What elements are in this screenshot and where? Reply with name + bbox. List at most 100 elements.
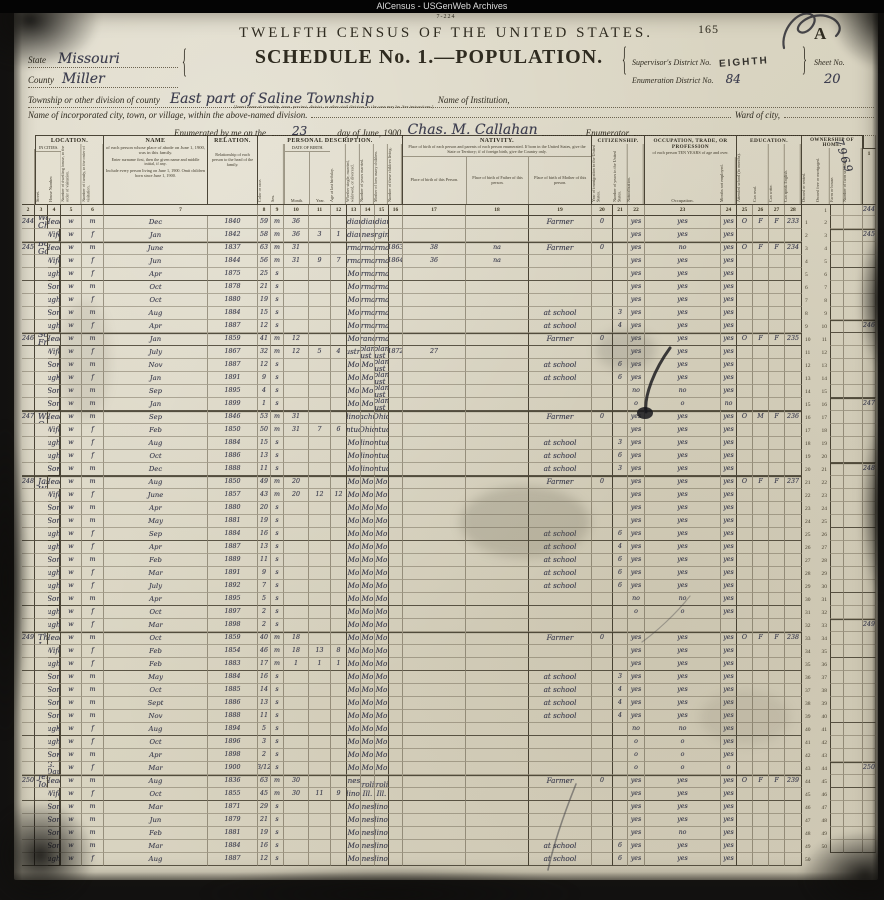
r13-english: yes <box>721 372 737 385</box>
r2-natz <box>466 229 529 242</box>
line-number-right-9: 9 <box>805 323 808 330</box>
r7-natz <box>466 294 529 307</box>
r10-sex: m <box>82 333 104 346</box>
r37-pob_father: Mo <box>361 684 375 697</box>
r25-english: yes <box>721 528 737 541</box>
r23-relation: Son <box>48 502 61 515</box>
r49-age: 16 <box>258 840 271 853</box>
r33-age: 40 <box>258 632 271 645</box>
r25-pob_mother: Mo <box>375 528 389 541</box>
r15-relation: Son <box>48 398 61 411</box>
r36-dwelling <box>863 658 876 671</box>
r45-month: Oct <box>104 788 208 801</box>
sheet-line: Sheet No. 20 <box>814 52 845 88</box>
r1-imm <box>389 216 403 229</box>
r31-farm_house <box>769 606 785 619</box>
r19-mortgage <box>753 450 769 463</box>
r18-house <box>844 424 863 437</box>
r33-children_living <box>331 632 347 645</box>
r10-pob_father: France <box>361 333 375 346</box>
line-number-left-23: 23 <box>821 492 828 499</box>
r20-relation: Son <box>48 463 61 476</box>
r10-relation: Head <box>48 333 61 346</box>
r28-pob_father: Mo <box>361 567 375 580</box>
r30-write: no <box>645 593 721 606</box>
r18-occupation: at school <box>529 437 592 450</box>
r45-yrs_us <box>403 788 466 801</box>
enumerated-mid: day of June, 1900, <box>337 128 404 138</box>
r11-pob_father: Poland Aust <box>361 346 375 359</box>
r1-pob_father: Indiana <box>361 216 375 229</box>
r39-dwelling <box>863 697 876 710</box>
r42-house <box>844 736 863 749</box>
r31-house <box>844 593 863 606</box>
col-mother-of: Mother of how many children. <box>374 144 389 204</box>
r35-english: yes <box>721 658 737 671</box>
r15-school <box>613 398 628 411</box>
r5-house <box>844 255 863 268</box>
line-number-right-7: 7 <box>805 297 808 304</box>
col-number-month: 7 <box>104 205 258 216</box>
r32-relation: Daughter <box>48 619 61 632</box>
archive-banner: AlCensus - USGenWeb Archives <box>0 0 884 13</box>
r4-write: yes <box>645 255 721 268</box>
r40-mother_of <box>309 723 331 736</box>
r12-pob: Mo <box>347 359 361 372</box>
r19-yrs_us <box>403 450 466 463</box>
r14-relation: Son <box>48 385 61 398</box>
r12-family <box>22 359 35 372</box>
r45-pob: Illinois <box>347 788 361 801</box>
r37-marital: s <box>271 684 284 697</box>
r33-name: Henley Thomas J. <box>35 632 48 645</box>
r10-month: Jan <box>104 333 208 346</box>
enumeration-label: Enumeration District No. <box>632 76 714 85</box>
r1-yrs_us <box>403 216 466 229</box>
r17-marital: m <box>271 424 284 437</box>
r35-imm <box>389 658 403 671</box>
enumerated-label: Enumerated by me on the <box>174 128 266 138</box>
r11-year: 1867 <box>208 346 258 359</box>
r31-family <box>22 606 35 619</box>
r3-name: Bost Gottlob <box>35 242 48 255</box>
r42-children_living <box>331 749 347 762</box>
r14-name: Henry T. <box>35 385 60 398</box>
r23-dwelling <box>863 489 876 502</box>
r20-month: Dec <box>104 463 208 476</box>
line-number-left-12: 12 <box>821 349 828 356</box>
r41-age: 3 <box>258 736 271 749</box>
r43-yrs_married <box>284 762 309 775</box>
r8-sex: m <box>82 307 104 320</box>
line-number-right-21: 21 <box>805 479 811 486</box>
r35-pob: Mo <box>347 658 361 671</box>
r36-english: yes <box>721 671 737 684</box>
r26-street <box>830 528 844 541</box>
r34-name: Malinda J. <box>35 645 60 658</box>
r20-children_living <box>331 463 347 476</box>
r19-month: Oct <box>104 450 208 463</box>
r34-color: w <box>61 645 82 658</box>
r30-sex: m <box>82 593 104 606</box>
line-number-right-19: 19 <box>805 453 811 460</box>
r33-pob: Mo <box>347 632 361 645</box>
r34-pob_father: Mo <box>361 645 375 658</box>
r4-months_unemp <box>592 255 613 268</box>
r27-months_unemp <box>592 554 613 567</box>
r9-year: 1887 <box>208 320 258 333</box>
r20-english: yes <box>721 463 737 476</box>
line-number-left-46: 46 <box>821 791 828 798</box>
r40-street <box>830 710 844 723</box>
r44-marital: m <box>271 775 284 788</box>
col-number-owned: 25 <box>737 205 753 216</box>
r11-marital: m <box>271 346 284 359</box>
r23-pob: Mo <box>347 502 361 515</box>
r45-owned <box>737 788 753 801</box>
r5-pob_father: Germany <box>361 268 375 281</box>
r21-english: yes <box>721 476 737 489</box>
r46-school <box>613 801 628 814</box>
r39-age: 11 <box>258 710 271 723</box>
r25-mortgage <box>753 528 769 541</box>
r23-family <box>22 502 35 515</box>
r15-family <box>22 398 35 411</box>
r23-write: yes <box>645 502 721 515</box>
r12-year: 1887 <box>208 359 258 372</box>
